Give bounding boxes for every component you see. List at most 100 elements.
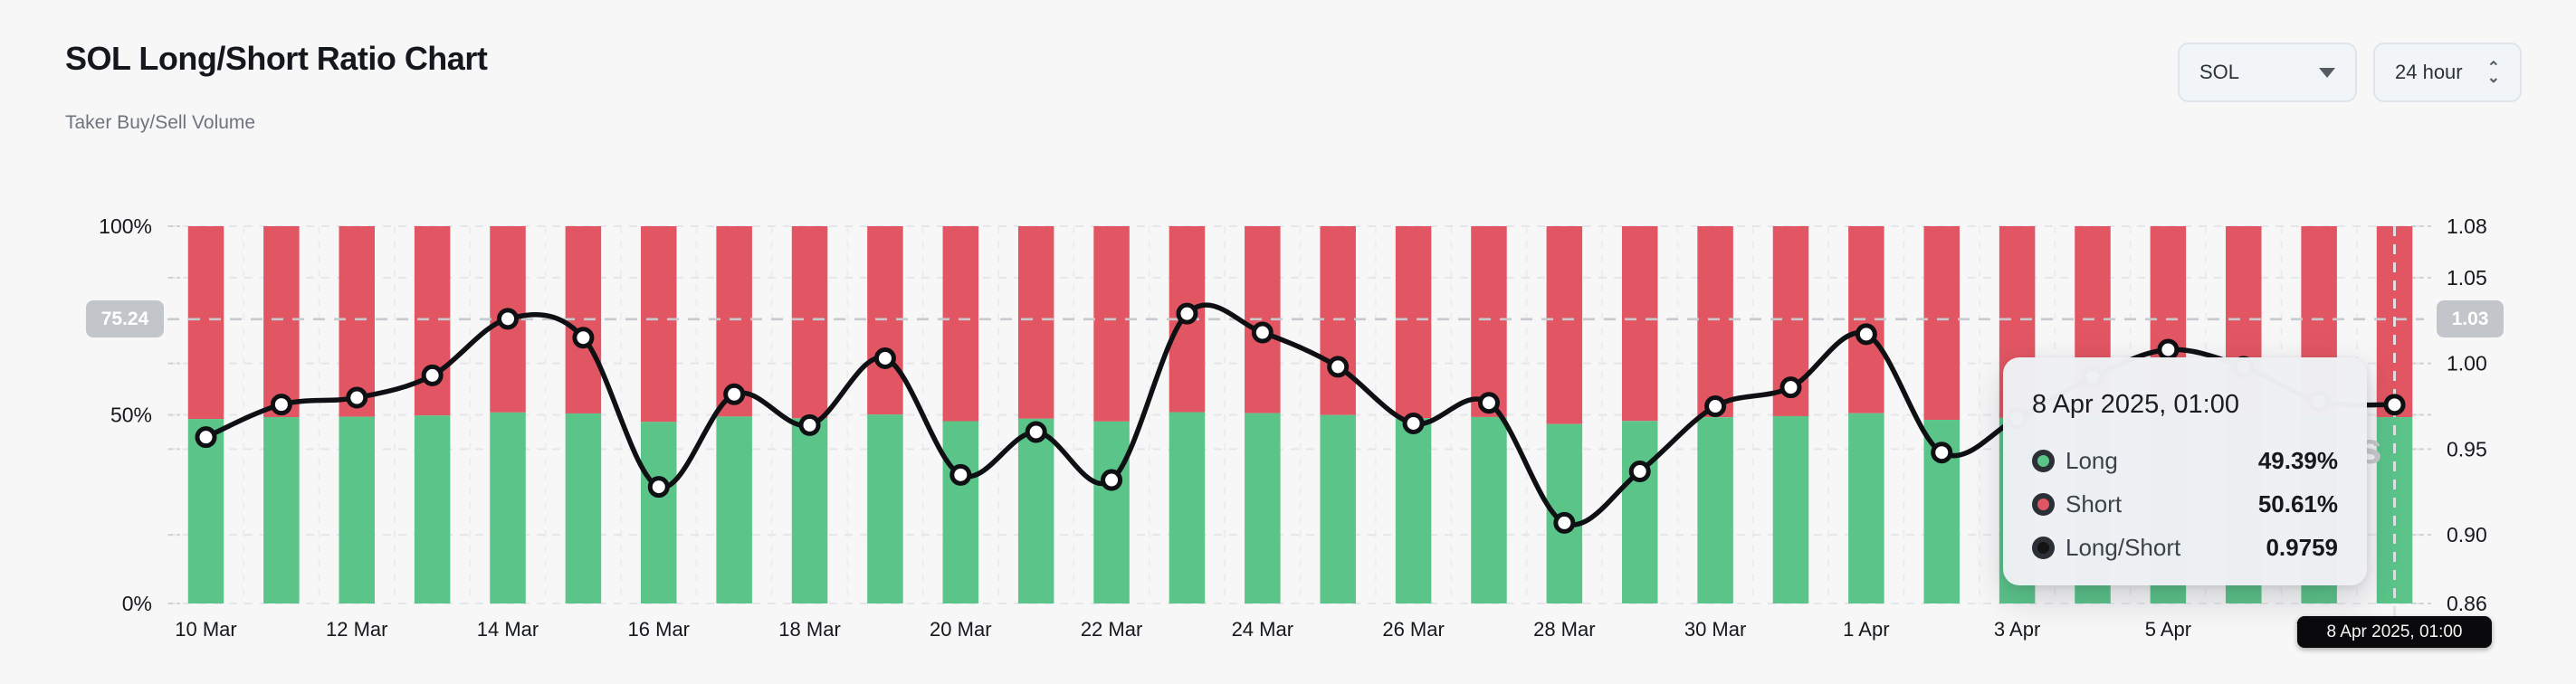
x-axis-labels: 10 Mar 12 Mar 14 Mar 16 Mar 18 Mar 20 Mar 22 M…: [175, 618, 2342, 641]
chart-tooltip: 8 Apr 2025, 01:00 Long 49.39% Short 50.6…: [2003, 357, 2367, 585]
x-axis-tick-label: 24 Mar: [1232, 618, 1293, 641]
bar-long[interactable]: [942, 421, 979, 603]
line-point[interactable]: [497, 308, 520, 330]
bar-long[interactable]: [1245, 413, 1281, 603]
line-point[interactable]: [1101, 469, 1123, 491]
bar-long[interactable]: [339, 416, 376, 603]
x-axis-tick-label: 16 Mar: [628, 618, 690, 641]
bar-long[interactable]: [565, 413, 602, 603]
bar-long[interactable]: [187, 419, 224, 603]
tooltip-value: 49.39%: [2257, 447, 2338, 474]
x-axis-tick-label: 3 Apr: [1994, 618, 2040, 641]
crosshair-left-value-badge: 75.24: [86, 300, 164, 337]
line-point[interactable]: [1855, 323, 1877, 346]
line-point[interactable]: [346, 386, 368, 409]
bar-short[interactable]: [1471, 226, 1507, 417]
x-axis-tick-label: 1 Apr: [1843, 618, 1889, 641]
right-axis-labels: 1.08 1.05 1.00 0.95 0.90 0.86: [2447, 214, 2487, 615]
bar-short[interactable]: [1320, 226, 1356, 415]
bar-long[interactable]: [716, 416, 752, 603]
bar-long[interactable]: [1017, 418, 1054, 603]
bar-long[interactable]: [791, 418, 828, 603]
bar-short[interactable]: [641, 226, 677, 423]
ratio-series-icon: [2032, 537, 2055, 559]
line-point[interactable]: [2383, 394, 2406, 416]
line-point[interactable]: [1025, 421, 1047, 443]
bar-short[interactable]: [942, 226, 979, 422]
symbol-select[interactable]: SOL: [2178, 43, 2357, 102]
line-point[interactable]: [1402, 412, 1425, 434]
tooltip-label: Long: [2066, 447, 2118, 474]
tooltip-label: Long/Short: [2066, 534, 2181, 561]
bar-short[interactable]: [414, 226, 451, 416]
bar-long[interactable]: [1320, 414, 1356, 603]
line-point[interactable]: [949, 463, 972, 486]
line-point[interactable]: [421, 364, 444, 386]
bar-short[interactable]: [1546, 226, 1583, 424]
line-point[interactable]: [647, 476, 670, 499]
bar-long[interactable]: [867, 414, 903, 603]
bar-short[interactable]: [1621, 226, 1658, 422]
line-point[interactable]: [1628, 461, 1651, 483]
bar-short[interactable]: [867, 226, 903, 415]
page-title: SOL Long/Short Ratio Chart: [65, 40, 488, 77]
bar-short[interactable]: [339, 226, 376, 417]
tooltip-title: 8 Apr 2025, 01:00: [2032, 390, 2239, 419]
tooltip-row-long: Long 49.39%: [2032, 447, 2338, 475]
line-point[interactable]: [1553, 511, 1576, 534]
chevron-down-icon: [2319, 67, 2335, 78]
x-axis-tick-label: 10 Mar: [175, 618, 236, 641]
bar-long[interactable]: [263, 417, 300, 603]
bar-long[interactable]: [1093, 421, 1130, 603]
line-point[interactable]: [723, 383, 746, 405]
bar-long[interactable]: [1471, 416, 1507, 603]
x-axis-tick-label: 20 Mar: [930, 618, 991, 641]
bar-short[interactable]: [1093, 226, 1130, 422]
bar-long[interactable]: [1395, 418, 1432, 603]
x-axis-tick-label: 28 Mar: [1533, 618, 1595, 641]
tooltip-row-ratio: Long/Short 0.9759: [2032, 534, 2338, 562]
bar-long[interactable]: [1848, 413, 1884, 603]
bar-short[interactable]: [1923, 226, 1960, 421]
bar-long[interactable]: [490, 412, 526, 603]
short-series-icon: [2032, 493, 2055, 516]
right-axis-tick-label: 0.90: [2447, 523, 2487, 546]
symbol-select-value: SOL: [2199, 61, 2240, 83]
line-point[interactable]: [1176, 302, 1198, 325]
line-point[interactable]: [195, 426, 217, 449]
bar-long[interactable]: [1169, 412, 1206, 603]
bar-short[interactable]: [263, 226, 300, 418]
x-axis-tick-label: 18 Mar: [778, 618, 840, 641]
right-axis-tick-label: 0.95: [2447, 437, 2487, 461]
tooltip-label: Short: [2066, 490, 2123, 518]
x-axis-tick-label: 22 Mar: [1081, 618, 1142, 641]
bar-long[interactable]: [414, 415, 451, 603]
bar-long[interactable]: [1772, 415, 1809, 603]
bar-short[interactable]: [187, 226, 224, 420]
interval-select[interactable]: 24 hour ⌃ ⌄: [2373, 43, 2522, 102]
line-point[interactable]: [1477, 392, 1500, 414]
line-point[interactable]: [270, 394, 292, 416]
line-point[interactable]: [572, 327, 595, 349]
bar-short[interactable]: [1697, 226, 1733, 418]
bar-long[interactable]: [1697, 417, 1733, 603]
bar-short[interactable]: [1017, 226, 1054, 419]
line-point[interactable]: [1327, 356, 1350, 378]
bar-long[interactable]: [641, 422, 677, 603]
line-point[interactable]: [2157, 338, 2180, 361]
tooltip-row-short: Short 50.61%: [2032, 490, 2338, 518]
line-point[interactable]: [1931, 442, 1953, 464]
x-axis-tick-label: 14 Mar: [477, 618, 539, 641]
bar-long[interactable]: [1621, 421, 1658, 603]
x-axis-tick-label: 5 Apr: [2145, 618, 2191, 641]
line-point[interactable]: [798, 413, 821, 436]
right-axis-tick-label: 0.86: [2447, 592, 2487, 615]
bar-short[interactable]: [1395, 226, 1432, 419]
line-point[interactable]: [1779, 376, 1802, 399]
line-point[interactable]: [1704, 395, 1727, 418]
bar-short[interactable]: [791, 226, 828, 419]
line-point[interactable]: [873, 347, 896, 369]
left-axis-labels: 100% 50% 0%: [99, 214, 152, 615]
line-point[interactable]: [1251, 321, 1274, 344]
